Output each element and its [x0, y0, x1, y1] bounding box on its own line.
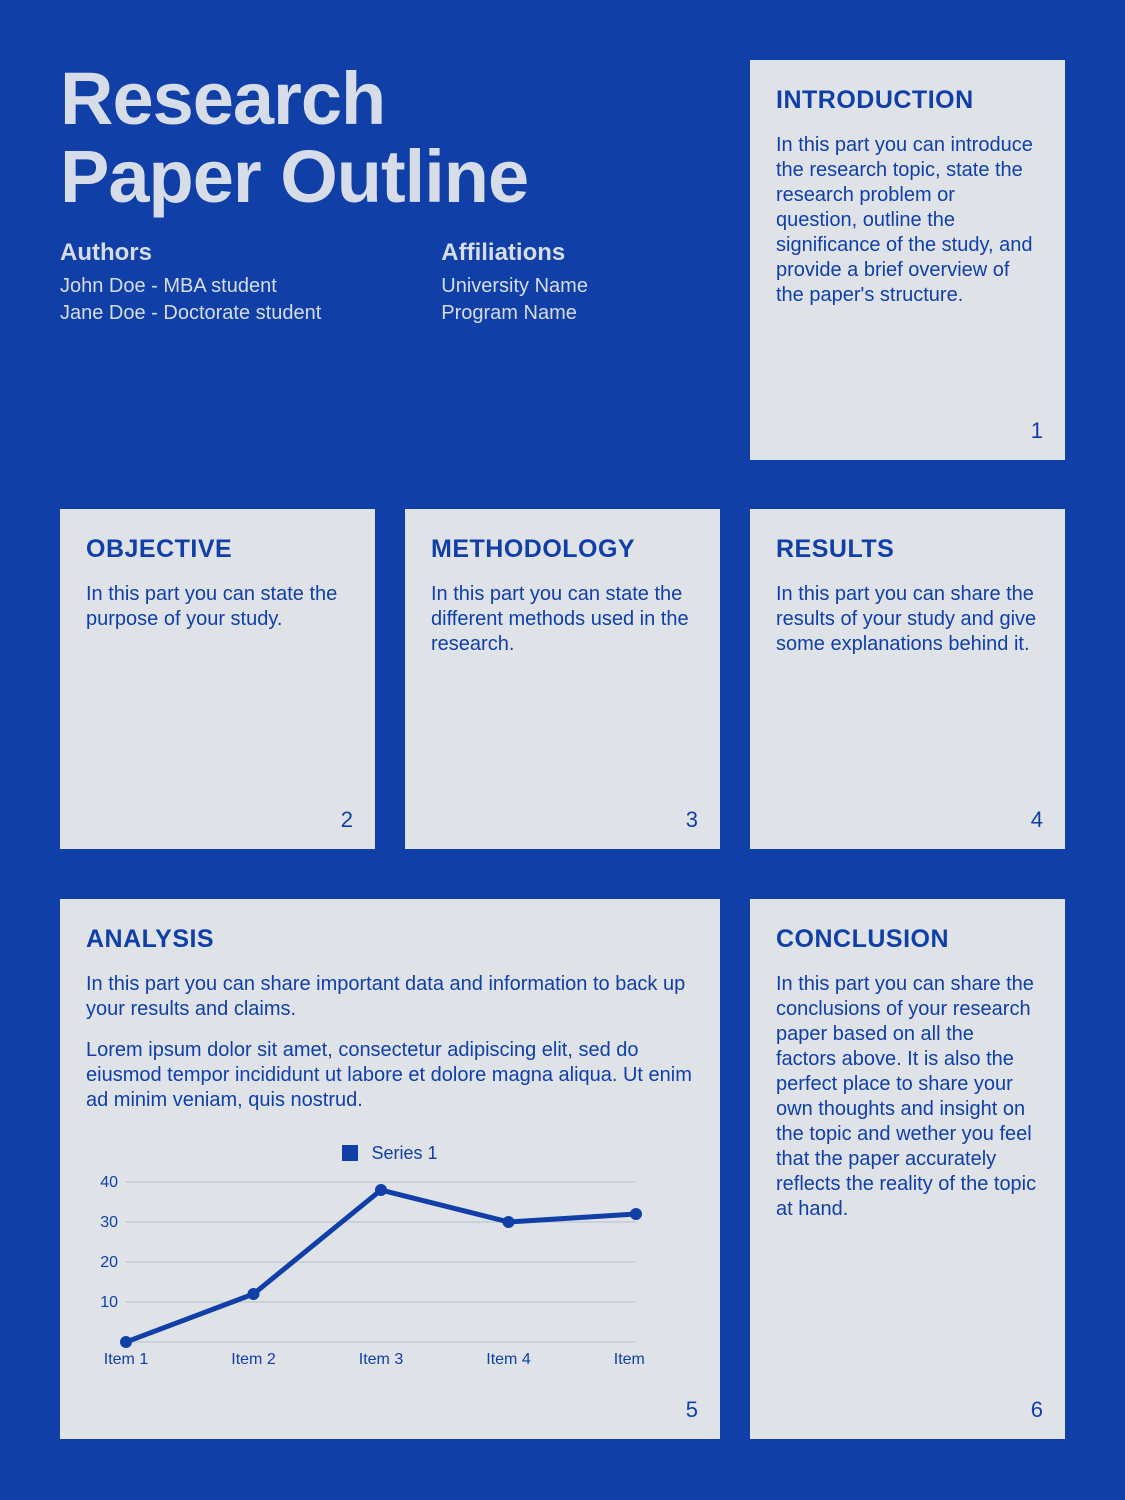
svg-text:Item 3: Item 3	[359, 1351, 404, 1368]
svg-text:Item 2: Item 2	[231, 1351, 276, 1368]
analysis-chart: Series 1 10 20 30 40 Item 1 Item 2 Item 3 Item …	[86, 1143, 694, 1377]
card-title: INTRODUCTION	[776, 86, 1039, 115]
chart-legend: Series 1	[86, 1143, 694, 1164]
author-2: Jane Doe - Doctorate student	[60, 300, 321, 327]
card-objective: OBJECTIVE In this part you can state the…	[60, 509, 375, 849]
legend-label: Series 1	[371, 1143, 437, 1163]
svg-text:Item 4: Item 4	[486, 1351, 531, 1368]
header-block: Research Paper Outline Authors John Doe …	[60, 60, 720, 461]
card-title: RESULTS	[776, 535, 1039, 564]
card-number: 2	[341, 807, 353, 833]
title-line-2: Paper Outline	[60, 135, 528, 218]
svg-text:40: 40	[100, 1174, 118, 1191]
authors-heading: Authors	[60, 239, 321, 267]
meta-row: Authors John Doe - MBA student Jane Doe …	[60, 239, 720, 327]
affiliation-2: Program Name	[441, 300, 588, 327]
card-conclusion: CONCLUSION In this part you can share th…	[750, 899, 1065, 1439]
card-body: In this part you can state the purpose o…	[86, 582, 349, 632]
card-body-2: Lorem ipsum dolor sit amet, consectetur …	[86, 1038, 694, 1113]
svg-text:10: 10	[100, 1294, 118, 1311]
affiliation-1: University Name	[441, 273, 588, 300]
legend-swatch-icon	[342, 1145, 358, 1161]
authors-block: Authors John Doe - MBA student Jane Doe …	[60, 239, 321, 327]
card-title: OBJECTIVE	[86, 535, 349, 564]
svg-text:30: 30	[100, 1214, 118, 1231]
title-line-1: Research	[60, 57, 385, 140]
svg-text:Item 5: Item 5	[614, 1351, 646, 1368]
page-title: Research Paper Outline	[60, 60, 720, 215]
svg-text:20: 20	[100, 1254, 118, 1271]
card-introduction: INTRODUCTION In this part you can introd…	[750, 60, 1065, 460]
card-results: RESULTS In this part you can share the r…	[750, 509, 1065, 849]
card-body: In this part you can state the different…	[431, 582, 694, 657]
author-1: John Doe - MBA student	[60, 273, 321, 300]
card-title: ANALYSIS	[86, 925, 694, 954]
card-body: In this part you can share the conclusio…	[776, 972, 1039, 1222]
card-number: 6	[1031, 1397, 1043, 1423]
card-body: In this part you can introduce the resea…	[776, 133, 1039, 308]
card-analysis: ANALYSIS In this part you can share impo…	[60, 899, 720, 1439]
card-number: 1	[1031, 418, 1043, 444]
card-body-1: In this part you can share important dat…	[86, 972, 694, 1022]
card-number: 5	[686, 1397, 698, 1423]
card-title: CONCLUSION	[776, 925, 1039, 954]
poster-page: Research Paper Outline Authors John Doe …	[0, 0, 1125, 1500]
card-title: METHODOLOGY	[431, 535, 694, 564]
line-chart-svg: 10 20 30 40 Item 1 Item 2 Item 3 Item 4 Item 5	[86, 1172, 646, 1372]
affiliations-heading: Affiliations	[441, 239, 588, 267]
svg-text:Item 1: Item 1	[104, 1351, 149, 1368]
card-methodology: METHODOLOGY In this part you can state t…	[405, 509, 720, 849]
affiliations-block: Affiliations University Name Program Nam…	[441, 239, 588, 327]
card-number: 3	[686, 807, 698, 833]
card-number: 4	[1031, 807, 1043, 833]
card-body: In this part you can share the results o…	[776, 582, 1039, 657]
